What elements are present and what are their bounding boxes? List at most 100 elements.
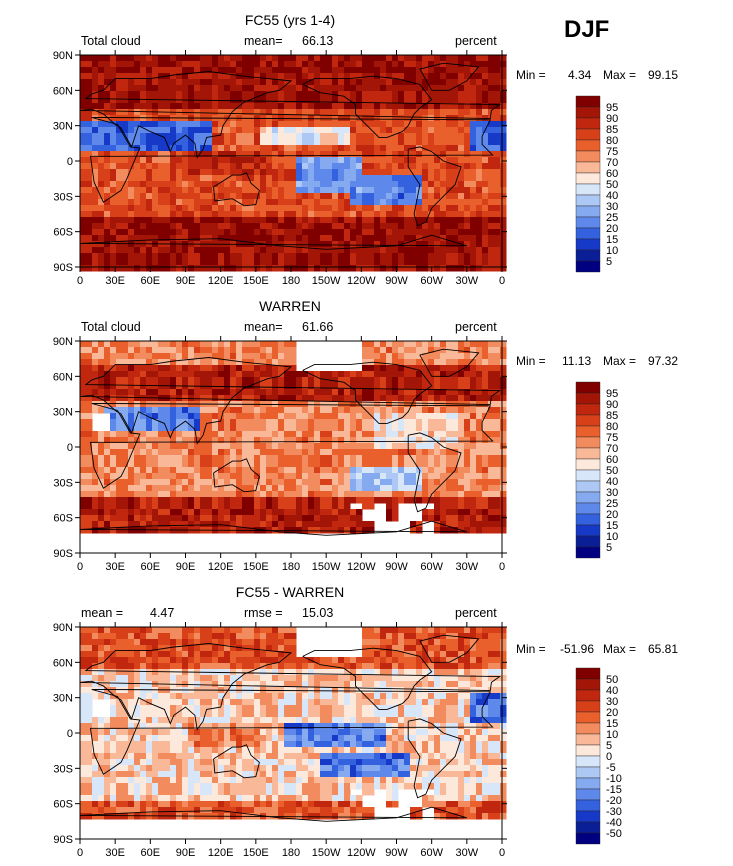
map-cell [248, 211, 255, 218]
map-cell [134, 401, 141, 408]
map-cell [278, 377, 285, 384]
map-cell [356, 413, 363, 420]
map-cell [86, 437, 93, 444]
map-cell [290, 395, 297, 402]
map-cell [134, 341, 141, 348]
map-cell [464, 181, 471, 188]
map-cell [446, 235, 453, 242]
map-cell [92, 139, 99, 146]
map-cell [206, 157, 213, 164]
map-cell [476, 199, 483, 206]
map-cell [374, 425, 381, 432]
map-cell [212, 365, 219, 372]
map-cell [452, 121, 459, 128]
map-cell [128, 437, 135, 444]
map-cell [368, 467, 375, 474]
map-cell [356, 449, 363, 456]
map-cell [266, 491, 273, 498]
lon-tick-label: 150E [243, 275, 269, 287]
map-cell [332, 157, 339, 164]
map-cell [290, 97, 297, 104]
map-cell [500, 341, 507, 348]
colorbar-swatch [575, 260, 601, 273]
map-cell [104, 431, 111, 438]
map-cell [194, 503, 201, 510]
map-cell [164, 491, 171, 498]
map-cell [212, 211, 219, 218]
map-cell [200, 61, 207, 68]
map-cell [284, 383, 291, 390]
map-cell [80, 265, 87, 272]
map-cell [272, 205, 279, 212]
map-cell [116, 199, 123, 206]
map-cell [494, 187, 501, 194]
colorbar-swatch [575, 381, 601, 394]
map-cell [494, 67, 501, 74]
map-cell [146, 91, 153, 98]
map-cell [260, 431, 267, 438]
map-cell [284, 103, 291, 110]
map-cell [350, 521, 357, 528]
map-cell [386, 55, 393, 62]
map-cell [218, 479, 225, 486]
map-cell [422, 223, 429, 230]
map-cell [302, 259, 309, 266]
map-cell [398, 151, 405, 158]
map-cell [416, 139, 423, 146]
map-cell [482, 79, 489, 86]
map-cell [434, 169, 441, 176]
map-cell [206, 347, 213, 354]
map-cell [422, 431, 429, 438]
map-cell [440, 247, 447, 254]
map-cell [194, 193, 201, 200]
map-cell [284, 247, 291, 254]
map-cell [254, 61, 261, 68]
map-cell [338, 115, 345, 122]
map-cell [428, 109, 435, 116]
map-cell [296, 187, 303, 194]
map-cell [344, 473, 351, 480]
map-cell [158, 259, 165, 266]
map-cell [398, 347, 405, 354]
map-cell [152, 259, 159, 266]
map-cell [386, 193, 393, 200]
map-cell [182, 91, 189, 98]
map-cell [314, 431, 321, 438]
map-cell [134, 193, 141, 200]
map-cell [470, 419, 477, 426]
map-cell [452, 383, 459, 390]
map-cell [350, 133, 357, 140]
map-cell [428, 473, 435, 480]
map-cell [116, 247, 123, 254]
map-cell [428, 449, 435, 456]
map-cell [368, 151, 375, 158]
map-cell [146, 229, 153, 236]
map-cell [272, 521, 279, 528]
map-cell [164, 175, 171, 182]
map-cell [260, 169, 267, 176]
map-cell [362, 229, 369, 236]
map-cell [422, 389, 429, 396]
map-cell [194, 121, 201, 128]
map-cell [482, 467, 489, 474]
map-cell [98, 55, 105, 62]
map-cell [338, 67, 345, 74]
map-cell [164, 497, 171, 504]
map-cell [308, 169, 315, 176]
map-cell [296, 371, 303, 378]
map-cell [218, 163, 225, 170]
map-cell [410, 395, 417, 402]
map-cell [350, 121, 357, 128]
map-cell [434, 55, 441, 62]
map-cell [296, 425, 303, 432]
map-cell [272, 127, 279, 134]
map-cell [116, 401, 123, 408]
map-cell [200, 419, 207, 426]
map-cell [206, 497, 213, 504]
map-cell [140, 377, 147, 384]
map-cell [248, 247, 255, 254]
map-cell [494, 479, 501, 486]
map-cell [128, 371, 135, 378]
map-cell [470, 509, 477, 516]
map-cell [116, 121, 123, 128]
